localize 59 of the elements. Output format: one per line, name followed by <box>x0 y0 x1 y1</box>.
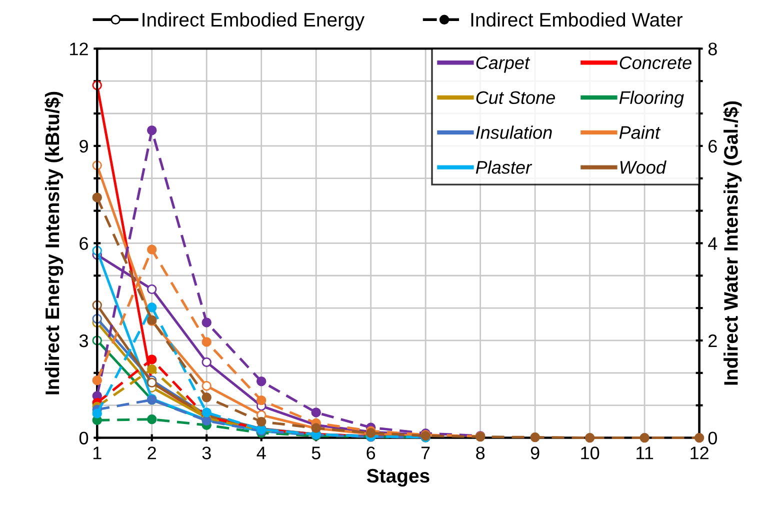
legend-label: Concrete <box>620 56 692 70</box>
point <box>147 364 157 374</box>
y-tick-label: 6 <box>80 237 88 250</box>
y2-tick-label: 6 <box>708 140 717 153</box>
point <box>584 432 595 443</box>
point <box>311 408 321 418</box>
point <box>147 125 157 136</box>
point <box>92 376 102 386</box>
y-tick-label: 9 <box>80 140 88 153</box>
point <box>694 432 704 443</box>
x-tick-label: 11 <box>636 446 654 460</box>
legend-label: Cut Stone <box>476 91 555 104</box>
point <box>202 318 212 328</box>
point <box>202 337 212 347</box>
text: Indirect Embodied Energy <box>142 12 365 31</box>
x-tick-label: 9 <box>530 446 540 460</box>
point <box>202 357 212 368</box>
x-tick-label: 12 <box>690 446 708 460</box>
x-tick-label: 2 <box>148 446 156 460</box>
legend-label: Carpet <box>476 56 530 73</box>
point <box>256 376 266 386</box>
y2-axis-title: Indirect Water Intensity (Gal./$) <box>723 101 742 385</box>
y-axis-title: Indirect Energy Intensity (kBtu/$) <box>44 92 64 394</box>
point <box>147 244 157 254</box>
x-tick-label: 4 <box>256 446 266 460</box>
point <box>202 392 212 402</box>
point <box>256 395 266 406</box>
point <box>202 408 212 418</box>
y2-tick-label: 4 <box>708 237 718 250</box>
y2-tick-label: 8 <box>708 42 717 56</box>
x-tick-label: 6 <box>366 446 376 460</box>
legend-label: Paint <box>619 126 661 139</box>
x-tick-label: 7 <box>421 446 430 460</box>
x-tick-label: 1 <box>93 446 102 460</box>
y2-tick-label: 2 <box>708 334 717 348</box>
y-tick-label: 3 <box>79 334 88 348</box>
x-tick-label: 8 <box>476 446 485 460</box>
point <box>640 432 650 443</box>
point <box>530 432 540 442</box>
point <box>256 416 266 427</box>
point <box>92 408 102 418</box>
point <box>147 302 157 312</box>
y-tick-label: 0 <box>79 432 88 444</box>
y-tick-label: 12 <box>70 42 88 56</box>
point <box>147 414 157 424</box>
text: Indirect Embodied Water <box>471 12 683 27</box>
x-tick-label: 3 <box>202 446 211 460</box>
x-axis-title: Stages <box>366 468 430 487</box>
x-tick-label: 10 <box>581 446 600 460</box>
legend-label: Flooring <box>619 90 684 108</box>
point <box>147 284 157 294</box>
point <box>92 192 102 202</box>
x-tick-label: 5 <box>312 446 320 460</box>
y2-tick-label: 0 <box>708 432 717 444</box>
legend-label: Plaster <box>476 160 532 174</box>
point <box>147 354 157 364</box>
legend-label: Wood <box>620 160 666 174</box>
point <box>202 381 212 391</box>
legend-label: Insulation <box>476 126 552 139</box>
